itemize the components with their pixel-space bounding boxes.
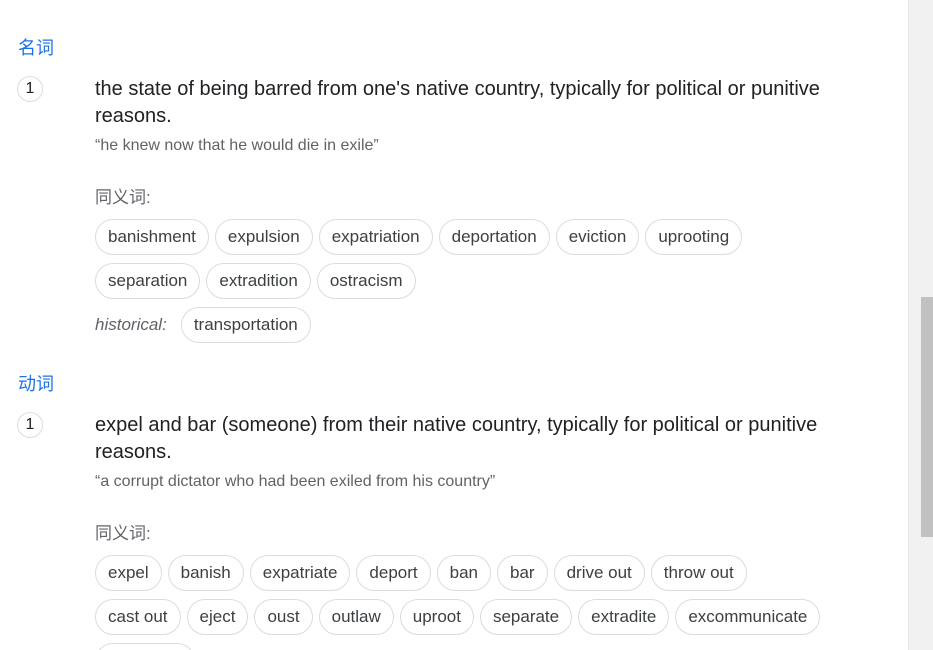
synonym-chip[interactable]: ostracism xyxy=(316,263,416,299)
synonym-chip[interactable]: expel xyxy=(95,555,162,591)
synonym-chip[interactable]: eviction xyxy=(555,219,640,255)
example-sentence: “he knew now that he would die in exile” xyxy=(95,137,379,154)
synonym-chip[interactable]: outlaw xyxy=(318,599,394,635)
definition-text: the state of being barred from one's nat… xyxy=(95,78,820,127)
synonym-row: cast out eject oust outlaw uproot separa… xyxy=(95,599,826,635)
synonym-chip[interactable]: separation xyxy=(95,263,201,299)
synonym-chip[interactable]: throw out xyxy=(650,555,747,591)
sense-number: 1 xyxy=(17,412,43,438)
synonym-chip[interactable]: oust xyxy=(254,599,313,635)
pos-label-verb[interactable]: 动词 xyxy=(18,374,54,394)
synonym-chip[interactable]: drive out xyxy=(553,555,645,591)
synonym-chip[interactable]: deport xyxy=(356,555,431,591)
scrollbar-track[interactable] xyxy=(908,0,933,650)
synonym-row: banishment expulsion expatriation deport… xyxy=(95,219,748,255)
synonym-chip[interactable]: deportation xyxy=(438,219,550,255)
synonym-chip[interactable]: expatriate xyxy=(249,555,351,591)
synonym-chip[interactable]: extradite xyxy=(578,599,670,635)
synonym-chip[interactable]: separate xyxy=(479,599,573,635)
synonym-chip[interactable]: uprooting xyxy=(645,219,743,255)
register-synonym-row: historical: transportation xyxy=(95,307,317,343)
example-sentence: “a corrupt dictator who had been exiled … xyxy=(95,473,496,490)
synonym-row: expel banish expatriate deport ban bar d… xyxy=(95,555,753,591)
synonym-chip[interactable]: uproot xyxy=(399,599,474,635)
synonym-chip[interactable]: eject xyxy=(186,599,249,635)
synonym-chip[interactable]: banish xyxy=(167,555,244,591)
synonym-chip[interactable]: ban xyxy=(436,555,491,591)
scrollbar-thumb[interactable] xyxy=(921,297,933,537)
synonyms-label: 同义词: xyxy=(95,524,151,543)
synonym-chip[interactable]: expulsion xyxy=(214,219,313,255)
synonym-chip[interactable]: cast out xyxy=(95,599,181,635)
sense-number: 1 xyxy=(17,76,43,102)
synonym-row-partial xyxy=(95,643,201,650)
synonym-chip[interactable]: excommunicate xyxy=(675,599,821,635)
register-label: historical: xyxy=(95,315,167,334)
synonyms-label: 同义词: xyxy=(95,188,151,207)
synonym-chip[interactable]: transportation xyxy=(180,307,311,343)
synonym-chip[interactable]: expatriation xyxy=(318,219,433,255)
dictionary-content: 名词 1 the state of being barred from one'… xyxy=(17,38,826,650)
definition-text: expel and bar (someone) from their nativ… xyxy=(95,414,818,463)
synonym-chip-partial[interactable] xyxy=(95,643,195,650)
synonym-chip[interactable]: bar xyxy=(497,555,548,591)
synonym-chip[interactable]: banishment xyxy=(95,219,209,255)
synonym-chip[interactable]: extradition xyxy=(206,263,311,299)
pos-label-noun[interactable]: 名词 xyxy=(18,38,54,58)
synonym-row: separation extradition ostracism xyxy=(95,263,422,299)
